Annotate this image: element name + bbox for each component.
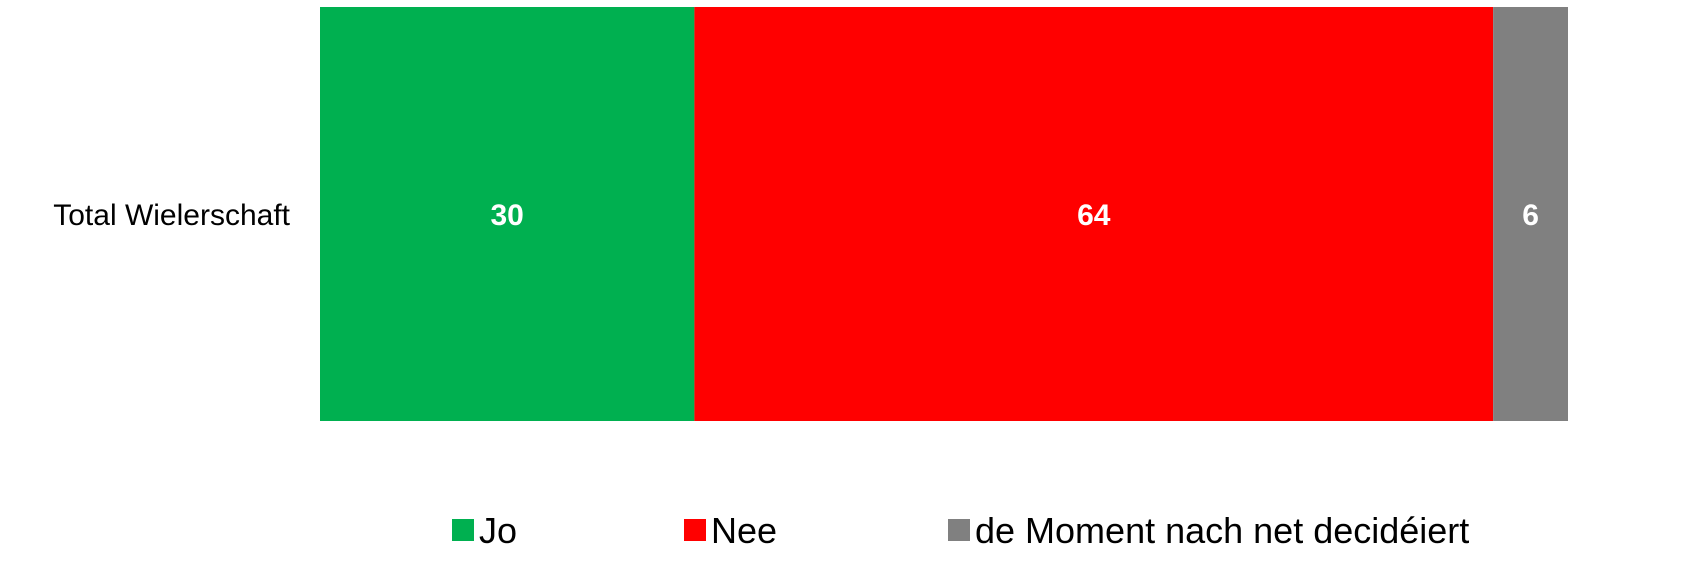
bar-segment xyxy=(1493,7,1568,421)
data-label: 30 xyxy=(491,199,524,232)
legend-swatch xyxy=(948,519,970,541)
legend-swatch xyxy=(684,519,706,541)
data-label: 6 xyxy=(1522,199,1539,232)
data-labels: 30 64 6 xyxy=(491,199,1539,232)
legend-label: Nee xyxy=(711,510,777,551)
bar-segment xyxy=(694,7,1494,421)
bars-layer xyxy=(320,7,1568,421)
category-label: Total Wielerschaft xyxy=(53,199,290,232)
data-label: 64 xyxy=(1077,199,1111,232)
legend-swatch xyxy=(452,519,474,541)
bar-segment xyxy=(320,7,695,421)
legend-label: Jo xyxy=(479,510,517,551)
legend-label: de Moment nach net decidéiert xyxy=(975,510,1469,551)
legend: Jo Nee de Moment nach net decidéiert xyxy=(452,510,1469,551)
category-labels: Total Wielerschaft xyxy=(53,199,290,232)
